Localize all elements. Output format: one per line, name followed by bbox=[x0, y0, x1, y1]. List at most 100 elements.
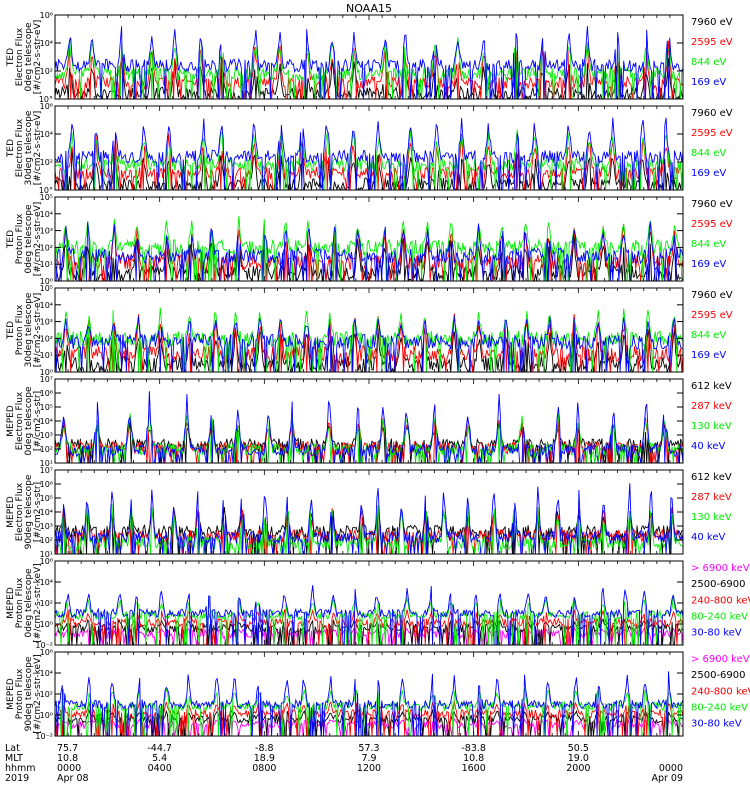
legend-entry: 287 keV bbox=[691, 492, 732, 503]
legend-entry: 2500-6900 bbox=[691, 670, 746, 681]
y-axis-label: [#/cm2-s-str-keV] bbox=[33, 654, 43, 733]
legend-entry: 612 keV bbox=[691, 472, 732, 483]
y-tick-label: 10² bbox=[40, 690, 53, 699]
series-line bbox=[55, 595, 683, 645]
traces bbox=[55, 307, 683, 372]
y-tick-label: 10⁰ bbox=[40, 620, 53, 629]
axis-row-value: 7.9 bbox=[361, 753, 376, 764]
legend-entry: > 6900 keV bbox=[691, 563, 750, 574]
legend-entry: 287 keV bbox=[691, 401, 732, 412]
legend-entry: 7960 eV bbox=[691, 108, 733, 119]
axis-row-value: 75.7 bbox=[57, 743, 78, 754]
traces bbox=[55, 671, 683, 736]
y-tick-label: 10⁻² bbox=[35, 641, 53, 650]
y-axis-label: [#/cm2-s-str-eV] bbox=[33, 293, 43, 368]
chart-title: NOAA15 bbox=[346, 2, 392, 15]
series-line bbox=[55, 391, 683, 463]
y-tick-label: 10¹ bbox=[40, 351, 53, 360]
series-line bbox=[55, 585, 683, 645]
axis-row-value: 18.9 bbox=[254, 753, 275, 764]
y-tick-label: 10⁴ bbox=[40, 578, 53, 587]
y-axis-label: TED bbox=[6, 48, 16, 67]
y-tick-label: 10⁰ bbox=[40, 277, 53, 286]
y-axis-label: 90deg telescope bbox=[24, 474, 34, 549]
legend-entry: 844 eV bbox=[691, 239, 726, 250]
panel-2: 10° 10² 10⁴ 10⁶ TED Electron Flux 30deg telesc… bbox=[6, 102, 733, 195]
axis-row-value: 57.3 bbox=[358, 743, 379, 754]
y-axis-label: [#/cm2-s-str-eV] bbox=[33, 20, 43, 95]
legend-entry: 40 keV bbox=[691, 532, 725, 543]
series-line bbox=[55, 215, 683, 281]
axis-row-value: 10.8 bbox=[463, 753, 484, 764]
y-axis-label: MEPED bbox=[6, 496, 16, 528]
y-axis-label: TED bbox=[6, 139, 16, 158]
y-tick-label: 10⁶ bbox=[40, 102, 53, 111]
y-tick-label: 10° bbox=[39, 186, 53, 195]
axis-row-value: Apr 09 bbox=[651, 773, 683, 784]
legend-entry: 7960 eV bbox=[691, 17, 733, 28]
series-line bbox=[55, 307, 683, 372]
legend-entry: 80-240 keV bbox=[691, 611, 748, 622]
y-tick-label: 10² bbox=[40, 599, 53, 608]
panel-4: 10⁰ 10¹ 10² 10³ 10⁴ 10⁵ TED Proton Flux 30deg te… bbox=[6, 284, 733, 377]
y-tick-label: 10⁻² bbox=[35, 732, 53, 741]
axis-row-value: 19.0 bbox=[568, 753, 589, 764]
axis-row-value: 1200 bbox=[357, 763, 381, 774]
panel-1: 10° 10² 10⁴ 10⁶ TED Electron Flux 0deg telesco… bbox=[6, 11, 733, 104]
legend-entry: 40 keV bbox=[691, 441, 725, 452]
legend-entry: 130 keV bbox=[691, 421, 732, 432]
series-line bbox=[55, 671, 683, 736]
legend-entry: 30-80 keV bbox=[691, 719, 742, 730]
y-tick-label: 10² bbox=[40, 67, 53, 76]
legend-entry: > 6900 keV bbox=[691, 654, 750, 665]
y-tick-label: 10¹ bbox=[40, 459, 53, 468]
axis-row-value: -44.7 bbox=[147, 743, 172, 754]
axis-row-label: hhmm bbox=[5, 763, 36, 774]
y-axis-label: MEPED bbox=[6, 587, 16, 619]
axis-row-value: 0000 bbox=[57, 763, 81, 774]
y-tick-label: 10² bbox=[40, 334, 53, 343]
y-tick-label: 10⁰ bbox=[40, 711, 53, 720]
legend-entry: 2595 eV bbox=[691, 128, 733, 139]
legend-entry: 240-800 keV bbox=[691, 595, 750, 606]
y-axis-label: 0deg telescope bbox=[24, 568, 34, 638]
y-tick-label: 10² bbox=[40, 243, 53, 252]
y-tick-label: 10⁴ bbox=[40, 417, 53, 426]
legend-entry: 130 keV bbox=[691, 512, 732, 523]
y-axis-label: [#/cm2-s-str] bbox=[33, 482, 43, 542]
axis-row-value: 5.4 bbox=[152, 753, 167, 764]
y-tick-label: 10³ bbox=[40, 431, 53, 440]
traces bbox=[55, 585, 683, 645]
series-line bbox=[55, 221, 683, 281]
panel-6: 10¹ 10² 10³ 10⁴ 10⁵ 10⁶ 10⁷ MEPED Electron Flux 9… bbox=[6, 466, 732, 559]
y-axis-label: 0deg telescope bbox=[24, 386, 34, 456]
legend-entry: 844 eV bbox=[691, 57, 726, 68]
series-line bbox=[55, 25, 683, 99]
legend-entry: 240-800 keV bbox=[691, 686, 750, 697]
series-line bbox=[55, 37, 683, 99]
legend-entry: 169 eV bbox=[691, 77, 726, 88]
y-axis-label: [#/cm2-s-str-eV] bbox=[33, 202, 43, 277]
series-line bbox=[55, 483, 683, 554]
axis-row-value: 10.8 bbox=[57, 753, 78, 764]
y-tick-label: 10¹ bbox=[40, 260, 53, 269]
axis-row-value: Apr 08 bbox=[57, 773, 89, 784]
y-tick-label: 10° bbox=[39, 95, 53, 104]
y-axis-label: Proton Flux bbox=[15, 577, 25, 628]
y-axis-label: 30deg telescope bbox=[24, 292, 34, 367]
legend-entry: 80-240 keV bbox=[691, 702, 748, 713]
traces bbox=[55, 25, 683, 99]
y-axis-label: Proton Flux bbox=[15, 668, 25, 719]
legend-entry: 2595 eV bbox=[691, 310, 733, 321]
axis-row-value: -83.8 bbox=[461, 743, 486, 754]
y-tick-label: 10² bbox=[40, 445, 53, 454]
y-axis-label: MEPED bbox=[6, 678, 16, 710]
series-line bbox=[55, 700, 683, 736]
y-axis-label: 0deg telescope bbox=[24, 204, 34, 274]
y-axis-label: [#/cm2-s-str-eV] bbox=[33, 111, 43, 186]
panel-7: 10⁻² 10⁰ 10² 10⁴ 10⁶ MEPED Proton Flux 0deg tel… bbox=[6, 557, 750, 650]
axis-row-value: 0800 bbox=[252, 763, 276, 774]
y-tick-label: 10⁴ bbox=[40, 210, 53, 219]
y-tick-label: 10² bbox=[40, 536, 53, 545]
